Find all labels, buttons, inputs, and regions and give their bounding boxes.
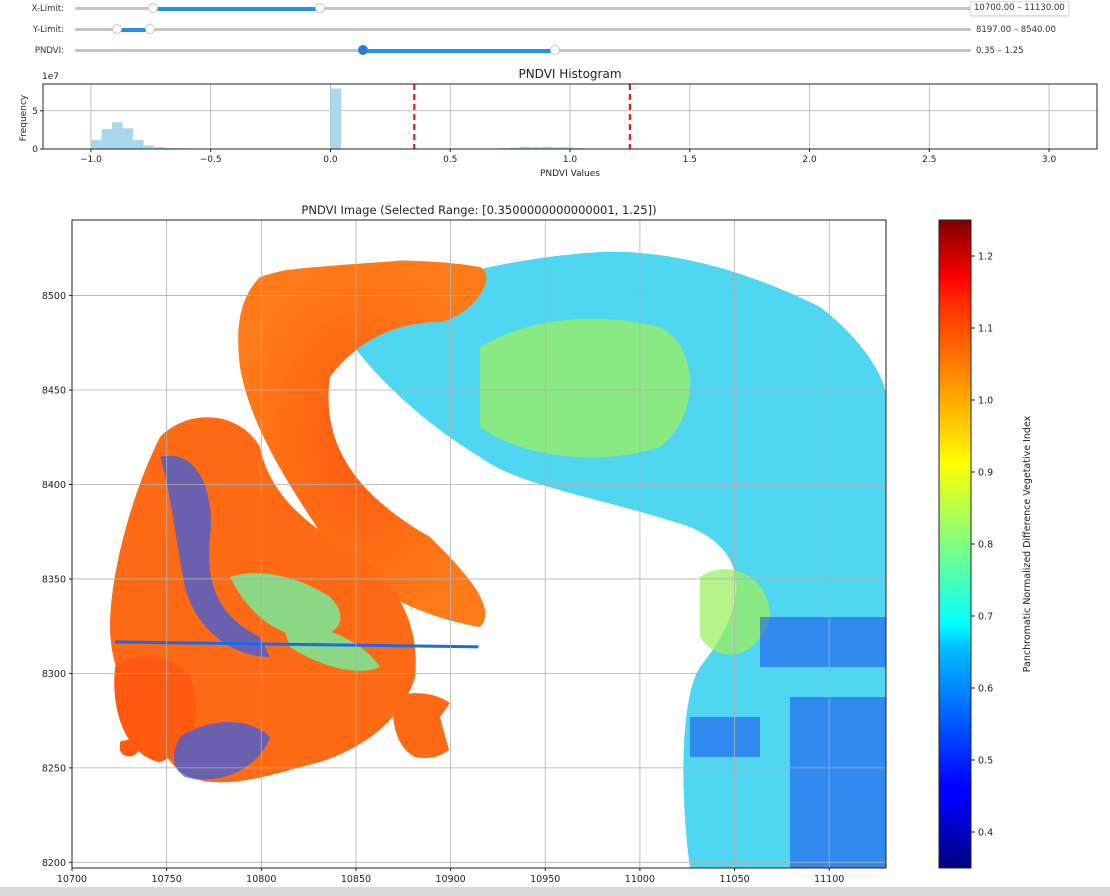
histogram-y-label: Frequency: [19, 94, 29, 141]
pndvi-max-handle[interactable]: [550, 45, 560, 55]
histogram-bar: [133, 139, 144, 149]
pndvi-min-handle[interactable]: [358, 45, 368, 55]
pndvi-range-fill: [363, 48, 555, 53]
urban-region: [335, 251, 886, 868]
image-x-tick-label: 11050: [719, 874, 749, 885]
x-limit-label: X-Limit:: [31, 4, 64, 14]
histogram-x-tick-label: 0.0: [323, 155, 338, 165]
x-limit-min-handle[interactable]: [147, 3, 158, 13]
histogram-bar: [551, 147, 563, 149]
colorbar: [938, 219, 972, 869]
histogram-bar: [154, 147, 165, 149]
histogram-y-tick-label: 0: [32, 145, 38, 155]
image-y-tick-label: 8400: [42, 480, 66, 491]
histogram-bar: [530, 147, 542, 149]
colorbar-tick-label: 0.6: [978, 684, 993, 695]
y-limit-label: Y-Limit:: [32, 25, 64, 35]
pndvi-value: 0.35 – 1.25: [976, 46, 1024, 56]
histogram-bar: [164, 147, 176, 149]
image-x-tick-label: 10750: [152, 874, 182, 885]
window-bottom-scrollbar[interactable]: [0, 887, 1110, 896]
x-limit-value: 10700.00 – 11130.00: [970, 1, 1069, 16]
histogram-x-tick-label: −0.5: [200, 155, 222, 165]
y-limit-range-fill: [117, 27, 150, 32]
nodata-north-strip: [260, 220, 886, 307]
image-x-tick-label: 11000: [625, 874, 655, 885]
pndvi-label: PNDVI:: [34, 46, 64, 56]
image-x-tick-label: 10800: [246, 874, 276, 885]
nodata-west: [72, 220, 300, 868]
histogram-x-tick-label: 2.5: [922, 155, 936, 165]
x-limit-track[interactable]: [75, 3, 971, 13]
pndvi-track[interactable]: [75, 45, 971, 55]
pndvi-slider-row: PNDVI: 0.35 – 1.25: [0, 42, 1110, 60]
orange-sw-blob: [100, 656, 196, 841]
histogram-bar: [143, 145, 155, 149]
histogram-bar: [101, 129, 112, 149]
image-frame: [71, 219, 887, 869]
histogram-frame: [42, 83, 1098, 150]
colorbar-tick-label: 1.1: [978, 324, 993, 335]
pndvi-image-chart: PNDVI Image (Selected Range: [0.35000000…: [42, 203, 1033, 885]
y-limit-value: 8197.00 – 8540.00: [976, 25, 1056, 35]
histogram-bar: [111, 122, 123, 149]
histogram-bar: [520, 146, 531, 149]
image-x-tick-label: 10850: [341, 874, 371, 885]
urban-green-patches: [480, 318, 770, 655]
image-x-tick-label: 11100: [814, 874, 844, 885]
histogram-bar: [90, 139, 102, 149]
west-channels: [160, 455, 270, 780]
east-west-road: [114, 640, 491, 649]
y-limit-min-handle[interactable]: [112, 24, 123, 34]
x-limit-range-fill: [152, 6, 321, 11]
image-title: PNDVI Image (Selected Range: [0.35000000…: [301, 203, 656, 217]
colorbar-label: Panchromatic Normalized Difference Veget…: [1022, 415, 1033, 672]
colorbar-tick-label: 1.2: [978, 252, 993, 263]
y-limit-max-handle[interactable]: [144, 24, 155, 34]
image-y-tick-label: 8250: [42, 763, 66, 774]
image-x-tick-label: 10700: [57, 874, 87, 885]
image-y-tick-label: 8450: [42, 386, 66, 397]
histogram-y-tick-label: 5: [32, 107, 38, 117]
histogram-x-tick-label: −1.0: [80, 155, 102, 165]
x-limit-max-handle[interactable]: [315, 3, 326, 13]
histogram-y-offset: 1e7: [42, 72, 59, 82]
image-y-tick-label: 8200: [42, 858, 66, 869]
image-x-tick-label: 10950: [530, 874, 560, 885]
image-y-tick-label: 8350: [42, 574, 66, 585]
orange-south-blob: [393, 693, 461, 758]
urban-blue-patches: [690, 617, 886, 868]
histogram-bar: [572, 147, 584, 149]
colorbar-tick-label: 0.8: [978, 540, 993, 551]
colorbar-tick-label: 1.0: [978, 396, 993, 407]
pndvi-raster: [72, 220, 886, 868]
nodata-gap: [440, 532, 692, 868]
histogram-x-tick-label: 0.5: [443, 155, 457, 165]
histogram-x-tick-label: 3.0: [1042, 155, 1057, 165]
y-limit-slider-row: Y-Limit: 8197.00 – 8540.00: [0, 21, 1110, 39]
y-limit-track[interactable]: [75, 24, 971, 34]
colorbar-tick-label: 0.7: [978, 612, 993, 623]
orange-band-north: [238, 260, 487, 627]
colorbar-tick-label: 0.9: [978, 468, 993, 479]
histogram-bar: [509, 147, 521, 149]
histogram-bar: [562, 147, 573, 149]
colorbar-tick-label: 0.5: [978, 756, 993, 767]
x-limit-slider-row: X-Limit: 10700.00 – 11130.00: [0, 0, 1110, 18]
histogram-title: PNDVI Histogram: [518, 67, 621, 81]
histogram-x-tick-label: 1.5: [683, 155, 697, 165]
image-x-tick-label: 10900: [435, 874, 465, 885]
image-y-tick-label: 8500: [42, 291, 66, 302]
pndvi-histogram-chart: PNDVI Histogram 1e7 Frequency PNDVI Valu…: [19, 67, 1098, 179]
histogram-x-label: PNDVI Values: [540, 169, 600, 179]
histogram-x-tick-label: 1.0: [563, 155, 578, 165]
histogram-bar: [330, 88, 341, 149]
histogram-x-tick-label: 2.0: [802, 155, 817, 165]
histogram-bar: [541, 146, 552, 149]
image-y-tick-label: 8300: [42, 669, 66, 680]
histogram-bar: [122, 128, 134, 149]
colorbar-tick-label: 0.4: [978, 828, 993, 839]
